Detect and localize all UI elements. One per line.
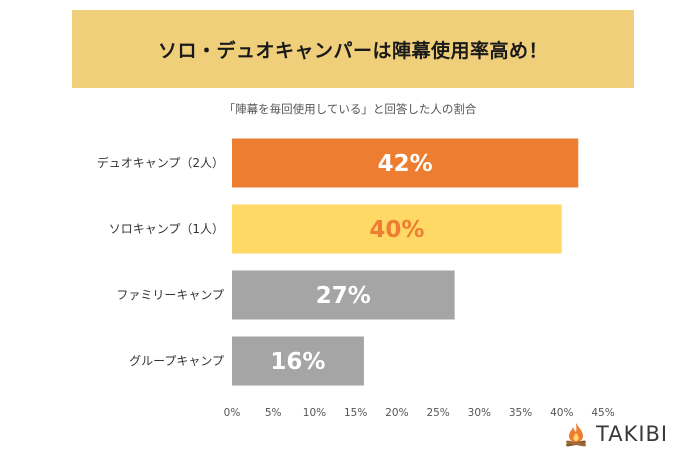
campfire-icon <box>566 423 586 447</box>
category-label-2: ファミリーキャンプ <box>116 288 224 302</box>
category-label-3: グループキャンプ <box>129 354 224 368</box>
bar-0 <box>232 138 579 188</box>
x-tick-label-7: 35% <box>509 407 532 419</box>
data-label-1: 40% <box>369 217 424 243</box>
bar-3 <box>232 336 364 386</box>
data-label-3: 16% <box>270 349 325 375</box>
data-label-0: 42% <box>378 151 433 177</box>
title-banner: ソロ・デュオキャンパーは陣幕使用率高め！ <box>72 10 634 88</box>
category-label-0: デュオキャンプ（2人） <box>97 155 224 170</box>
logo-text: TAKIBI <box>596 422 669 446</box>
x-tick-label-3: 15% <box>344 407 367 419</box>
bar-2 <box>232 270 455 320</box>
x-tick-label-1: 5% <box>265 407 282 419</box>
x-tick-label-2: 10% <box>303 407 326 419</box>
x-tick-label-5: 25% <box>426 407 449 419</box>
x-tick-label-8: 40% <box>550 407 573 419</box>
chart-title: ソロ・デュオキャンパーは陣幕使用率高め！ <box>157 39 548 62</box>
x-tick-label-9: 45% <box>591 407 614 419</box>
category-label-1: ソロキャンプ（1人） <box>109 222 224 236</box>
chart-subtitle: 「陣幕を毎回使用している」と回答した人の割合 <box>223 102 477 116</box>
takibi-logo: TAKIBI <box>562 420 668 448</box>
bar-1 <box>232 204 562 254</box>
x-tick-label-6: 30% <box>468 407 491 419</box>
x-tick-label-0: 0% <box>224 407 241 419</box>
data-label-2: 27% <box>316 283 371 309</box>
x-tick-label-4: 20% <box>385 407 408 419</box>
